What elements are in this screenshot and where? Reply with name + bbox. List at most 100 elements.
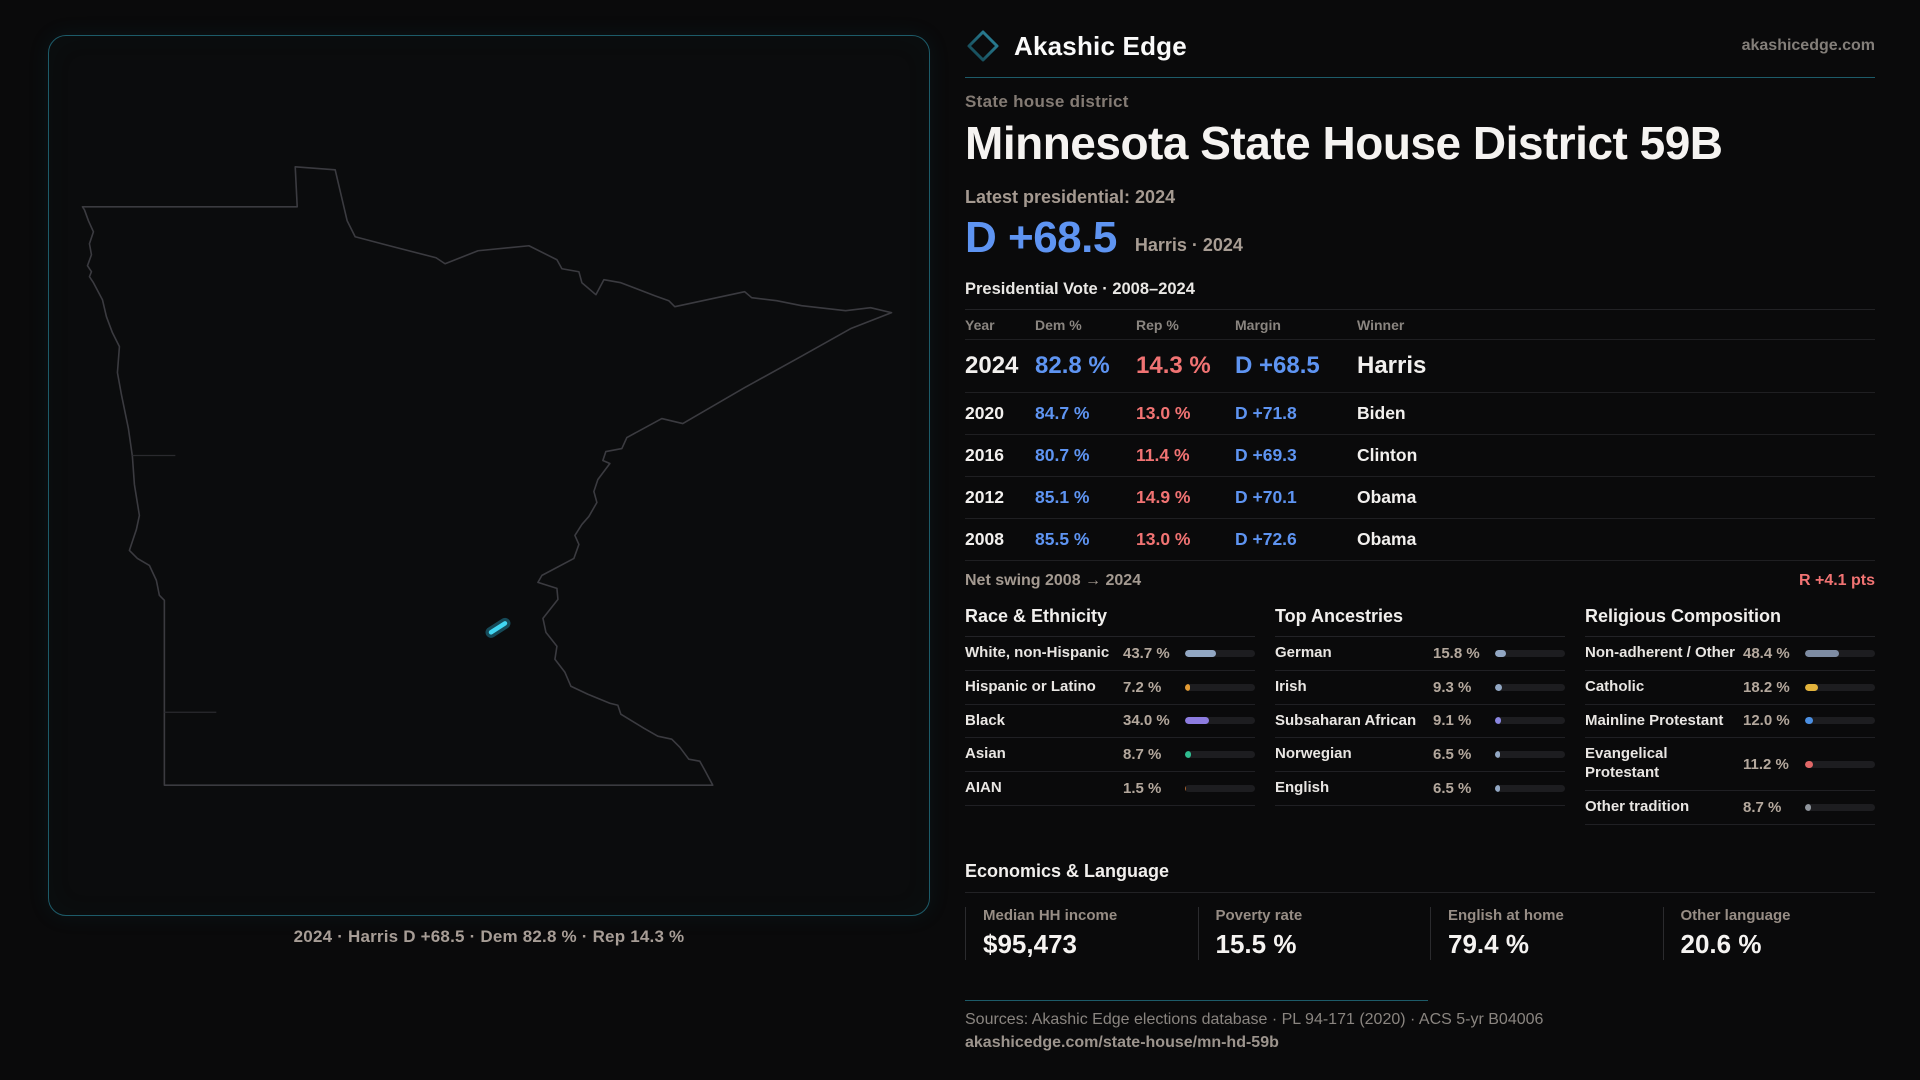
vote-cell-margin: D +68.5 [1235,352,1320,379]
economics-metric: Median HH income $95,473 [965,906,1198,960]
vote-column-header: Year [965,316,995,333]
demographics-bar-track [1805,803,1875,811]
vote-cell-margin: D +70.1 [1235,487,1297,507]
economics-metric: Other language 20.6 % [1662,906,1896,960]
demographics-bar-fill [1495,649,1507,657]
demographics-value: 43.7 % [1123,644,1170,662]
demographics-value: 7.2 % [1123,678,1162,696]
demographics-bar-fill [1495,683,1502,691]
divider [965,309,1875,310]
demographics-bar-track [1185,717,1255,725]
economics-metric-value: 79.4 % [1448,928,1529,959]
vote-cell-year: 2008 [965,529,1004,549]
demographics-value: 6.5 % [1433,779,1472,797]
demographics-value: 9.1 % [1433,712,1472,730]
demographics-row: Asian 8.7 % [965,738,1255,772]
vote-cell-dem: 82.8 % [1035,352,1110,379]
demographics-column: Top Ancestries German 15.8 % Irish 9.3 % Subs… [1275,606,1565,825]
economics-metric-label: Median HH income [983,906,1118,924]
economics-metric-value: 20.6 % [1680,928,1762,959]
demographics-bar-fill [1495,751,1500,759]
economics-metric-label: English at home [1448,906,1564,924]
vote-cell-winner: Biden [1357,403,1406,423]
vote-row: 2024 82.8 % 14.3 % D +68.5 Harris [965,339,1875,392]
net-swing-row: Net swing 2008 → 2024 R +4.1 pts [965,560,1875,600]
demographics-value: 34.0 % [1123,712,1170,730]
demographics-bar-fill [1805,649,1839,657]
demographics-bar-fill [1185,751,1192,759]
demographics-bar-track [1495,683,1565,691]
demographics-row: English 6.5 % [1275,772,1565,806]
demographics-value: 11.2 % [1743,755,1789,773]
footer-divider [965,999,1428,1001]
demographics-label: Norwegian [1275,745,1352,763]
brand: Akashic Edge [965,28,1187,64]
vote-column-header: Rep % [1136,316,1179,333]
economics-metrics: Median HH income $95,473 Poverty rate 15.5 … [965,906,1875,960]
demographics-row: White, non-Hispanic 43.7 % [965,637,1255,671]
hero-margin-value: D +68.5 [965,213,1117,262]
vote-cell-winner: Harris [1357,352,1427,379]
demographics-label: Asian [965,745,1006,763]
divider [965,891,1875,893]
demographics-label: Evangelical Protestant [1585,745,1668,781]
vote-column-header: Winner [1357,316,1405,333]
demographics-bar-track [1185,683,1255,691]
economics-title: Economics & Language [965,860,1170,881]
vote-table-header: Year Dem % Rep % Margin Winner [965,310,1875,339]
district-map-panel [48,35,930,916]
brand-domain-link[interactable]: akashicedge.com [1741,37,1875,54]
demographics-bar-track [1185,649,1255,657]
vote-cell-margin: D +71.8 [1235,403,1297,423]
demographics-bar-track [1185,751,1255,759]
vote-cell-year: 2016 [965,445,1004,465]
demographics-value: 9.3 % [1433,678,1472,696]
demographics-bar-track [1805,760,1875,768]
hero-margin-sub: Harris · 2024 [1134,235,1243,255]
demographics-row: Subsaharan African 9.1 % [1275,705,1565,739]
vote-row: 2016 80.7 % 11.4 % D +69.3 Clinton [965,434,1875,476]
economics-metric-label: Poverty rate [1215,906,1303,924]
demographics-column: Race & Ethnicity White, non-Hispanic 43.7 … [965,606,1255,825]
demographics-label: English [1275,779,1330,796]
header-divider [965,77,1875,78]
vote-cell-margin: D +72.6 [1235,529,1297,549]
latest-presidential-label: Latest presidential: 2024 [965,187,1176,207]
demographics-label: Non-adherent / Other [1585,644,1736,661]
demographics-bar-track [1495,751,1565,759]
demographics-row: German 15.8 % [1275,637,1565,671]
demographics-value: 48.4 % [1743,644,1790,662]
vote-cell-winner: Obama [1357,529,1417,549]
demographics-value: 18.2 % [1743,678,1790,696]
demographics-label: Other tradition [1585,797,1690,815]
vote-cell-dem: 84.7 % [1035,403,1090,423]
demographics-value: 15.8 % [1433,644,1480,662]
demographics-row: Hispanic or Latino 7.2 % [965,671,1255,705]
vote-cell-rep: 13.0 % [1136,529,1191,549]
demographics-row: Non-adherent / Other 48.4 % [1585,637,1875,671]
demographics-label: Irish [1275,677,1307,695]
demographics-bar-track [1495,784,1565,792]
demographics-row: Black 34.0 % [965,705,1255,739]
header: Akashic Edge akashicedge.com [965,0,1875,64]
vote-table-body: 2024 82.8 % 14.3 % D +68.5 Harris 2020 84.7 % 1… [965,339,1875,560]
demographics-value: 8.7 % [1743,798,1782,816]
vote-cell-dem: 80.7 % [1035,445,1090,465]
vote-table-title: Presidential Vote · 2008–2024 [965,280,1195,298]
district-59b-marker [488,621,508,635]
vote-cell-year: 2024 [965,352,1019,379]
footer: Sources: Akashic Edge elections database… [965,999,1875,1052]
vote-cell-dem: 85.5 % [1035,529,1090,549]
vote-cell-winner: Obama [1357,487,1417,507]
vote-row: 2008 85.5 % 13.0 % D +72.6 Obama [965,518,1875,560]
demographics-label: AIAN [965,779,1002,796]
diamond-logo-icon [967,30,999,62]
demographics-row: Other tradition 8.7 % [1585,791,1875,825]
demographics-bar-fill [1185,683,1191,691]
demographics-label: Hispanic or Latino [965,677,1096,695]
demographics-value: 12.0 % [1743,712,1790,730]
kicker: State house district [965,92,1129,111]
demographics-bar-fill [1185,649,1216,657]
demographics-label: German [1275,644,1332,661]
permalink[interactable]: akashicedge.com/state-house/mn-hd-59b [965,1033,1279,1051]
